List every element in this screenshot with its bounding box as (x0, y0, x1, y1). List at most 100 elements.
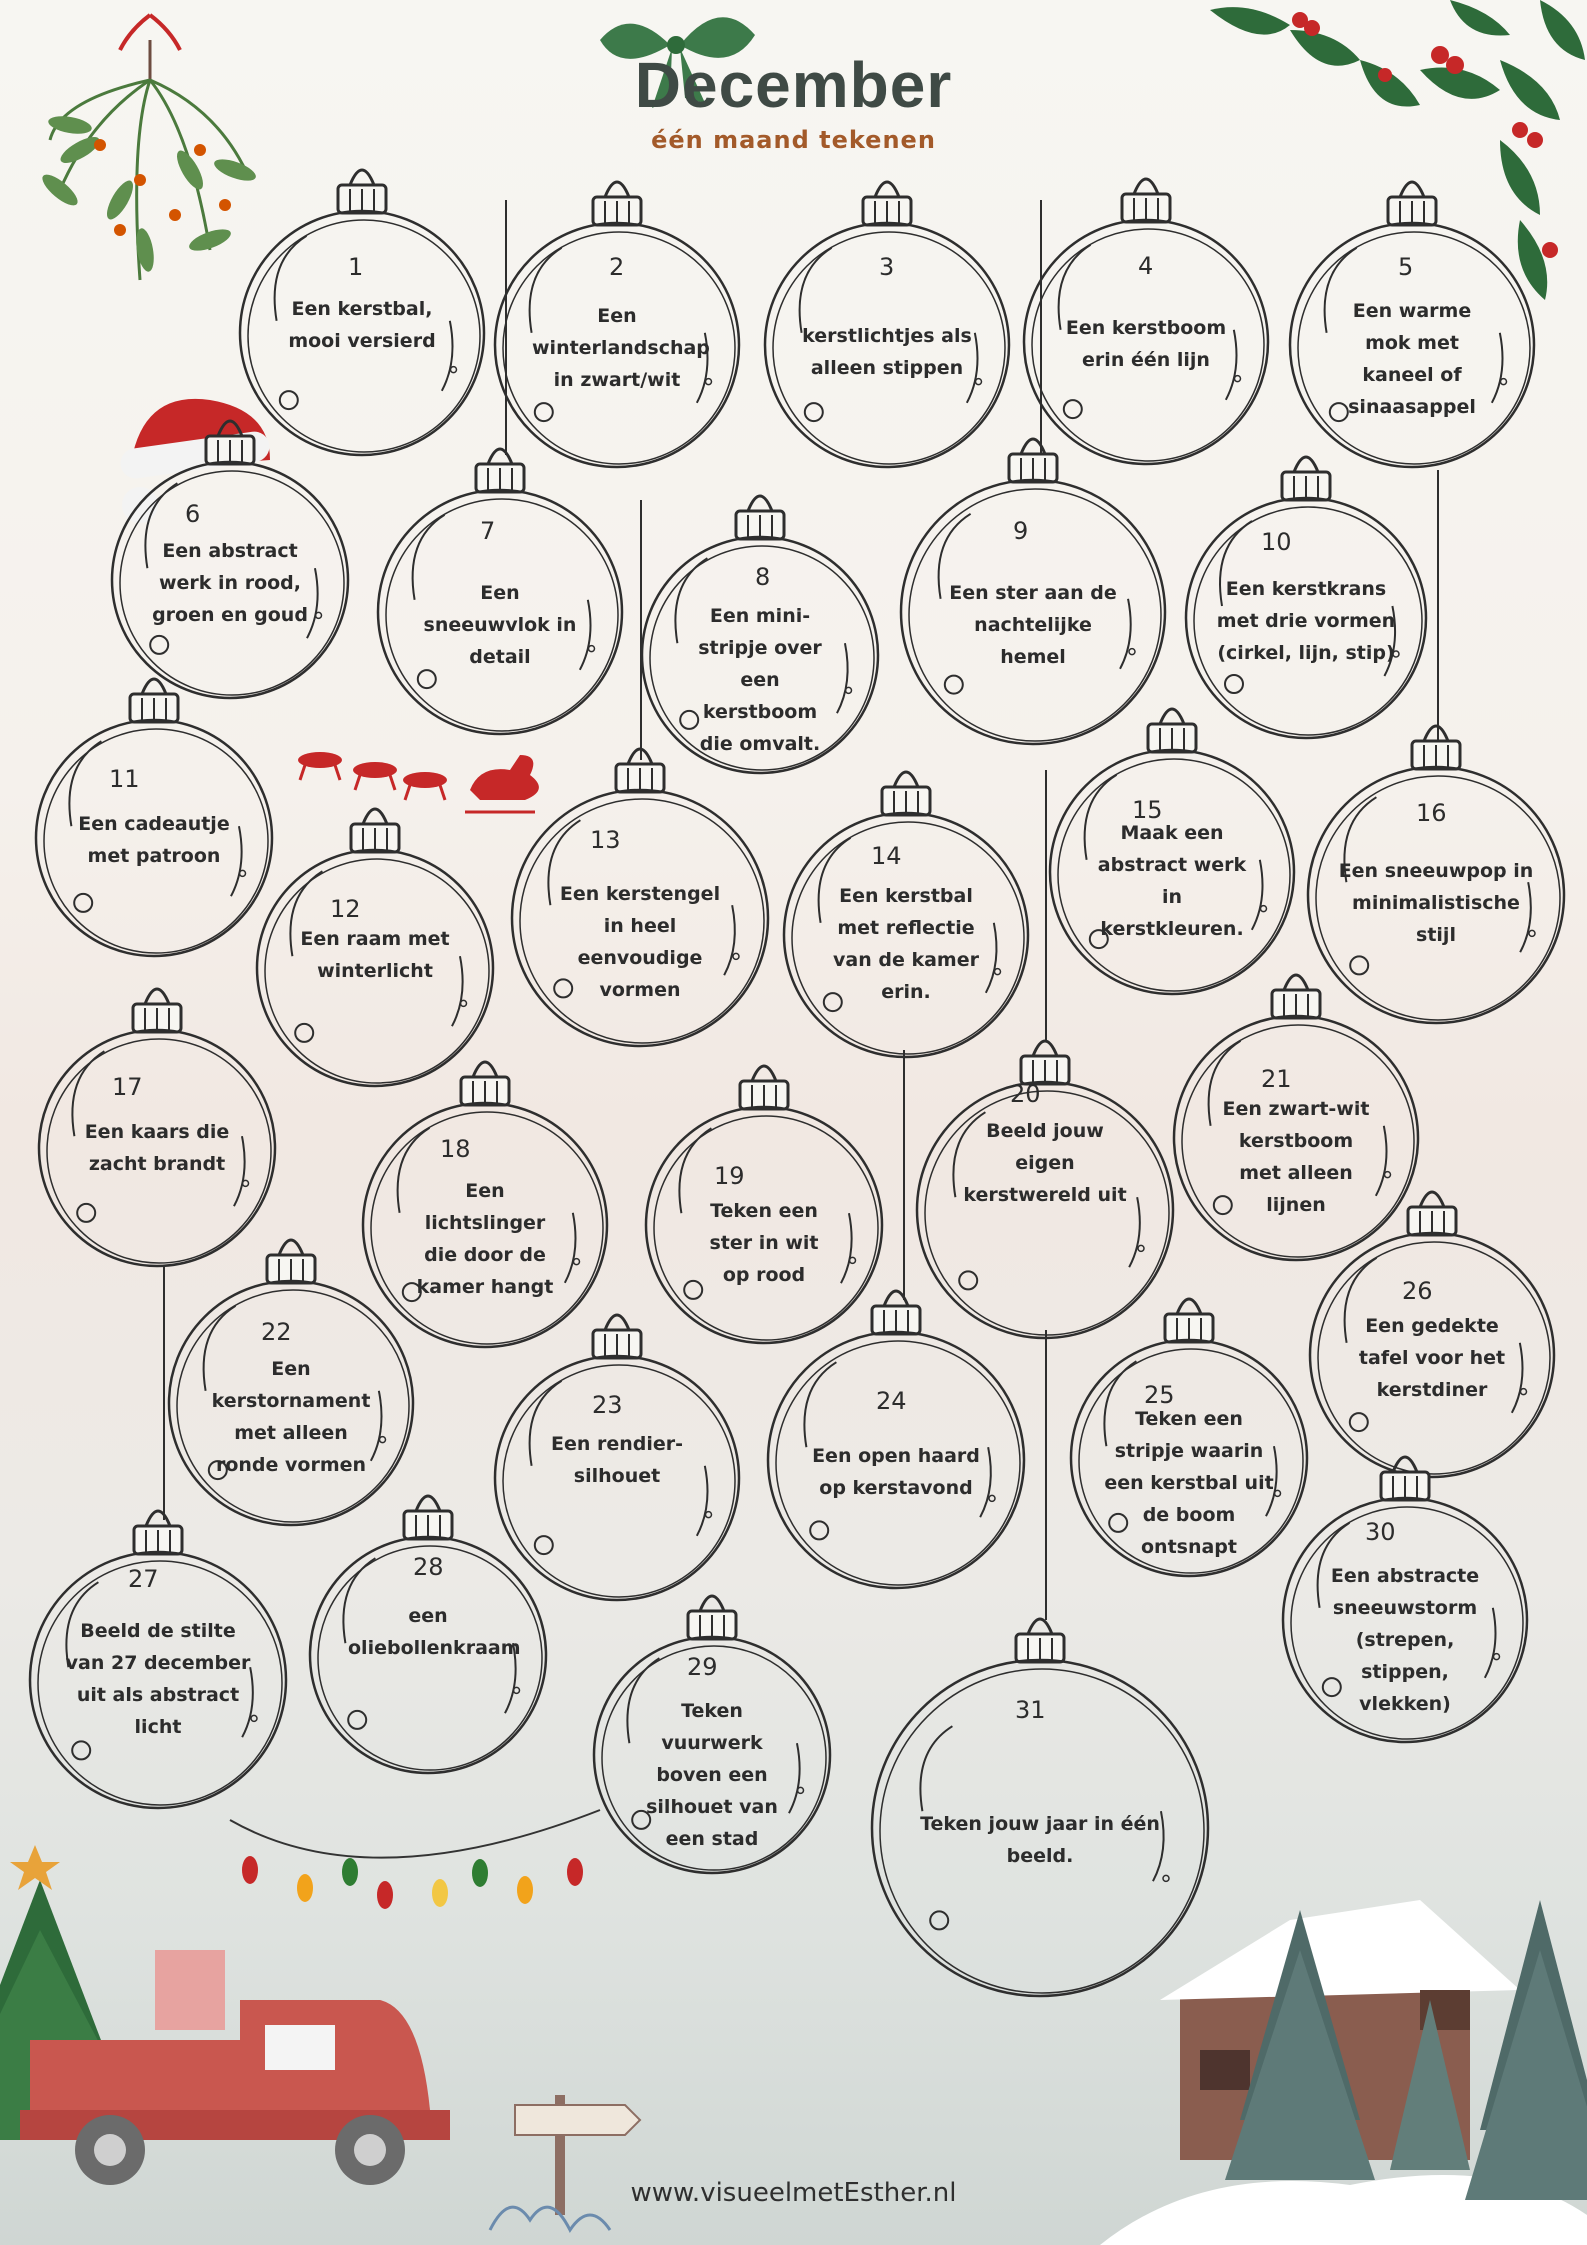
ornament-day-2: 2 Een winterlandschap in zwart/wit (475, 180, 759, 487)
ornament-ball-icon (763, 180, 1011, 469)
ornament-ball-icon (376, 447, 624, 736)
ornament-day-3: 3 kerstlichtjes als alleen stippen (745, 180, 1029, 487)
ornament-day-number: 15 (1132, 796, 1163, 824)
ornament-day-number: 30 (1365, 1518, 1396, 1546)
sleigh-icon (298, 752, 539, 814)
string-lights-icon (229, 1809, 601, 1909)
ornament-prompt-text: Een kerstboom erin één lijn (1065, 317, 1227, 371)
ornament-ball-icon (493, 180, 741, 469)
ornament-ball-icon (238, 168, 486, 457)
hanging-string (163, 1265, 165, 1520)
ornament-day-26: 26 Een gedekte tafel voor het kerstdiner (1290, 1190, 1574, 1497)
page-title: December (634, 49, 953, 121)
ornament-day-22: 22 Een kerstornament met alleen ronde vo… (149, 1238, 433, 1545)
hanging-string (1045, 1330, 1047, 1620)
hanging-string (1437, 470, 1439, 740)
hanging-string (1045, 770, 1047, 1040)
ornament-prompt-text: Een open haard op kerstavond (812, 1445, 980, 1499)
ornament-day-number: 25 (1144, 1381, 1175, 1409)
ornament-prompt-text: Een cadeautje met patroon (78, 813, 230, 867)
ornament-prompt-text: Teken vuurwerk boven een silhouet van ee… (646, 1700, 778, 1850)
ornament-day-number: 2 (609, 253, 625, 281)
ornament-day-number: 24 (876, 1387, 907, 1415)
ornament-ball-icon (915, 1039, 1175, 1340)
ornament-day-number: 4 (1138, 252, 1154, 280)
ornament-prompt-text: Een rendier-silhouet (550, 1433, 684, 1487)
ornament-day-8: 8 Een mini-stripje over een kerstboom di… (622, 494, 898, 793)
hanging-string (1040, 200, 1042, 455)
ornament-prompt-text: Teken een stripje waarin een kerstbal ui… (1104, 1408, 1274, 1558)
ornament-prompt-text: Maak een abstract werk in kerstkleuren. (1097, 822, 1247, 940)
ornament-ball-icon (1022, 177, 1270, 466)
ornament-prompt-text: Teken jouw jaar in één beeld. (920, 1813, 1160, 1867)
ornament-day-20: 20 Beeld jouw eigen kerstwereld uit (897, 1039, 1193, 1358)
ornament-day-21: 21 Een zwart-wit kerstboom met alleen li… (1154, 973, 1438, 1280)
ornament-ball-icon (361, 1060, 609, 1349)
ornament-day-number: 28 (413, 1553, 444, 1581)
ornament-ball-icon (1281, 1455, 1529, 1744)
ornament-day-number: 27 (128, 1565, 159, 1593)
hanging-string (505, 200, 507, 455)
ornament-day-18: 18 Een lichtslinger die door de kamer ha… (343, 1060, 627, 1367)
ornament-prompt-text: Een lichtslinger die door de kamer hangt (416, 1180, 554, 1298)
ornament-ball-icon (110, 419, 350, 700)
ornament-day-number: 14 (871, 842, 902, 870)
ornament-ball-icon (37, 987, 277, 1268)
ornament-ball-icon (1048, 707, 1296, 996)
ornament-day-27: 27 Beeld de stilte van 27 december uit a… (10, 1509, 306, 1828)
ornament-day-28: 28 een oliebollenkraam (290, 1494, 566, 1793)
ornament-day-number: 10 (1261, 528, 1292, 556)
ornament-day-13: 13 Een kerstengel in heel eenvoudige vor… (492, 747, 788, 1066)
ornament-ball-icon (1184, 455, 1428, 740)
ornament-day-17: 17 Een kaars die zacht brandt (19, 987, 295, 1286)
ornament-ball-icon (644, 1064, 884, 1345)
ornament-prompt-text: Een raam met winterlicht (300, 928, 450, 982)
ornament-day-number: 20 (1010, 1080, 1041, 1108)
ornament-day-number: 7 (480, 517, 496, 545)
ornament-day-number: 1 (348, 253, 364, 281)
ornament-ball-icon (28, 1509, 288, 1810)
ornament-day-12: 12 Een raam met winterlicht (237, 807, 513, 1106)
ornament-prompt-text: Een zwart-wit kerstboom met alleen lijne… (1222, 1098, 1370, 1216)
ornament-ball-icon (592, 1594, 832, 1875)
ornament-prompt-text: Een kerstengel in heel eenvoudige vormen (559, 883, 721, 1001)
ornament-day-30: 30 Een abstracte sneeuwstorm (strepen, s… (1263, 1455, 1547, 1762)
holly-icon (1210, 0, 1585, 300)
ornament-day-number: 17 (112, 1073, 143, 1101)
ornament-ball-icon (510, 747, 770, 1048)
ornament-day-number: 9 (1013, 517, 1029, 545)
ornament-day-number: 21 (1261, 1065, 1292, 1093)
ornament-ball-icon (1288, 180, 1536, 469)
ornament-day-7: 7 Een sneeuwvlok in detail (358, 447, 642, 754)
ornament-prompt-text: Beeld jouw eigen kerstwereld uit (963, 1120, 1127, 1206)
ornament-ball-icon (782, 770, 1030, 1059)
ornament-day-number: 12 (330, 895, 361, 923)
ornament-day-number: 29 (687, 1653, 718, 1681)
ornament-prompt-text: Een winterlandschap in zwart/wit (532, 305, 710, 391)
hanging-string (903, 1050, 905, 1300)
ornament-day-number: 6 (185, 500, 201, 528)
ornament-prompt-text: Beeld de stilte van 27 december uit als … (65, 1620, 251, 1738)
ornament-prompt-text: een oliebollenkraam (348, 1605, 521, 1659)
ornament-day-1: 1 Een kerstbal, mooi versierd (220, 168, 504, 475)
ornament-prompt-text: Teken een ster in wit op rood (709, 1200, 819, 1286)
ornament-day-number: 19 (714, 1162, 745, 1190)
red-truck-icon (20, 1950, 450, 2185)
ornament-ball-icon (167, 1238, 415, 1527)
ornament-prompt-text: Een abstracte sneeuwstorm (strepen, stip… (1330, 1565, 1480, 1715)
ornament-day-23: 23 Een rendier-silhouet (475, 1313, 759, 1620)
ornament-day-number: 16 (1416, 799, 1447, 827)
ornament-ball-icon (255, 807, 495, 1088)
page-subtitle: één maand tekenen (651, 126, 936, 154)
ornament-day-6: 6 Een abstract werk in rood, groen en go… (92, 419, 368, 718)
ornament-prompt-text: Een warme mok met kaneel of sinaasappel (1348, 300, 1476, 418)
ornament-day-number: 13 (590, 826, 621, 854)
ornament-day-31: 31 Teken jouw jaar in één beeld. (852, 1617, 1228, 2016)
ornament-prompt-text: Een kerstbal, mooi versierd (288, 298, 436, 352)
footer-url: www.visueelmetEsther.nl (630, 2178, 957, 2208)
ornament-prompt-text: Een kerstkrans met drie vormen (cirkel, … (1216, 578, 1396, 664)
hanging-string (640, 500, 642, 760)
ornament-day-4: 4 Een kerstboom erin één lijn (1004, 177, 1288, 484)
ornament-ball-icon (493, 1313, 741, 1602)
